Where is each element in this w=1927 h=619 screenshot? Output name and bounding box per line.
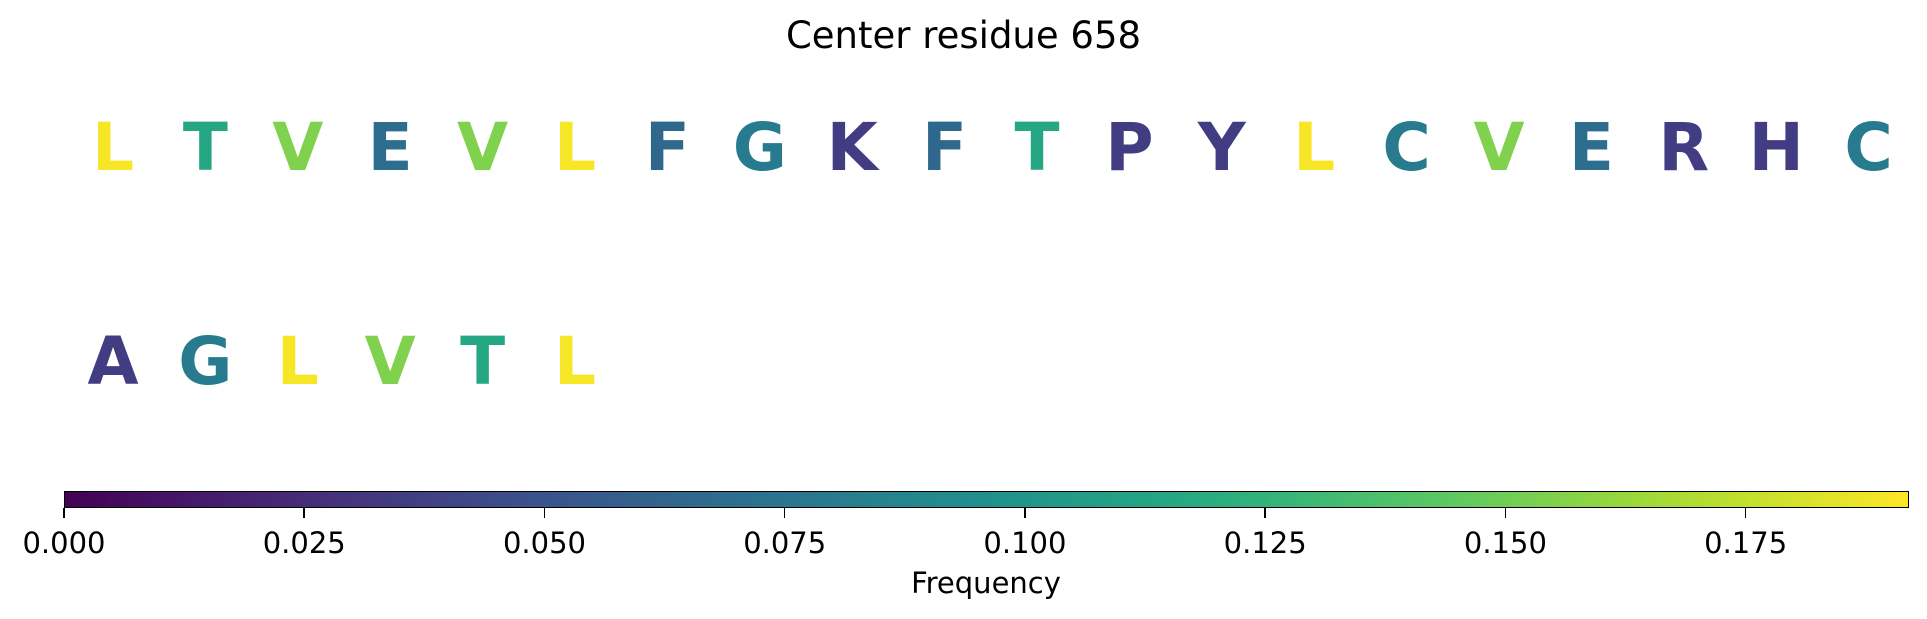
colorbar-tick-label: 0.000 <box>22 526 106 560</box>
colorbar-tick <box>543 508 546 518</box>
colorbar-tick <box>1744 508 1747 518</box>
residue-letter: A <box>87 323 139 400</box>
residue-letter: L <box>553 323 597 400</box>
colorbar-tick <box>1264 508 1266 518</box>
residue-letter: C <box>1844 109 1893 186</box>
residue-letter: R <box>1658 109 1710 186</box>
residue-letter: F <box>922 109 968 186</box>
colorbar-tick-label: 0.075 <box>743 526 827 560</box>
residue-letter: V <box>1473 109 1525 186</box>
colorbar-tick-label: 0.175 <box>1704 526 1788 560</box>
colorbar-tick <box>783 508 786 518</box>
residue-letter: V <box>272 109 324 186</box>
colorbar-tick-label: 0.100 <box>983 526 1067 560</box>
residue-letter: E <box>367 109 413 186</box>
colorbar-tick-label: 0.050 <box>502 526 586 560</box>
residue-letter: V <box>364 323 416 400</box>
residue-letter: L <box>276 323 319 400</box>
chart-title: Center residue 658 <box>785 14 1142 57</box>
colorbar-tick <box>1024 508 1026 518</box>
colorbar-tick-label: 0.125 <box>1223 526 1307 560</box>
residue-letter: E <box>1568 109 1614 186</box>
colorbar-tick-label: 0.025 <box>262 526 346 560</box>
residue-letter: K <box>826 109 878 186</box>
residue-letter: T <box>460 323 506 400</box>
residue-letter: T <box>1014 109 1060 186</box>
colorbar-tick <box>63 508 65 518</box>
colorbar-tick <box>1504 508 1507 518</box>
residue-letter: L <box>553 109 597 186</box>
residue-letter: V <box>457 109 509 186</box>
residue-letter: C <box>1382 109 1431 186</box>
residue-letter: L <box>91 109 135 186</box>
colorbar-tick <box>303 508 305 518</box>
residue-letter: F <box>644 109 690 186</box>
colorbar-tick-label: 0.150 <box>1463 526 1547 560</box>
residue-letter: Y <box>1197 109 1246 186</box>
residue-letter: H <box>1748 109 1804 186</box>
residue-letter: L <box>1293 109 1336 186</box>
residue-letter: P <box>1105 109 1154 186</box>
residue-letter: T <box>182 109 228 186</box>
residue-letter: G <box>178 323 233 400</box>
colorbar-label: Frequency <box>911 566 1061 600</box>
residue-letter: G <box>732 109 787 186</box>
colorbar <box>64 491 1909 508</box>
